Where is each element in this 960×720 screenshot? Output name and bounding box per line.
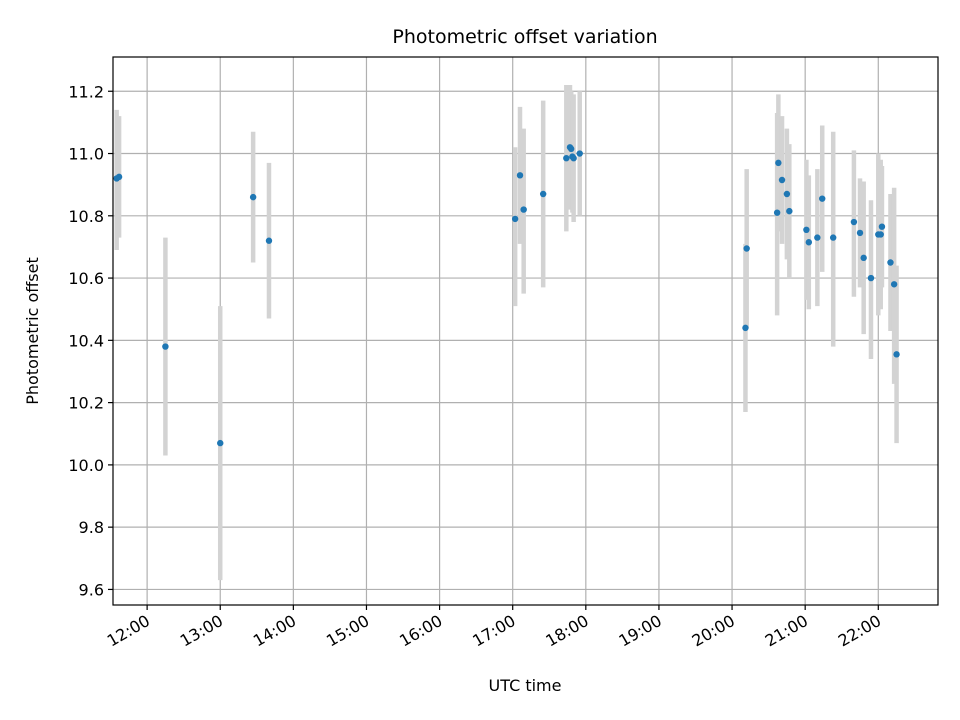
data-point <box>773 209 781 216</box>
chart-title: Photometric offset variation <box>392 26 657 48</box>
x-tick-label: 15:00 <box>323 611 372 651</box>
y-tick-label: 11.2 <box>68 82 104 101</box>
data-point <box>567 145 575 153</box>
y-tick-label: 10.0 <box>68 456 104 475</box>
data-point <box>856 229 864 237</box>
data-point <box>217 439 224 447</box>
data-point <box>516 172 524 179</box>
data-point <box>887 259 894 266</box>
y-tick-label: 10.6 <box>68 269 104 288</box>
data-point <box>893 351 900 358</box>
data-point <box>162 343 169 350</box>
x-axis-label: UTC time <box>489 676 562 695</box>
x-axis-ticks: 12:00 13:00 14:00 15:00 16:00 17:00 18:00 19:00… <box>104 605 884 651</box>
data-point <box>803 226 810 234</box>
y-axis-ticks: 9.6 9.8 10.0 10.2 10.4 10.6 10.8 11.0 11.2 <box>68 82 113 599</box>
data-point <box>814 234 821 241</box>
y-tick-label: 10.8 <box>68 207 104 226</box>
x-tick-label: 20:00 <box>689 611 738 651</box>
y-tick-label: 9.6 <box>79 580 104 599</box>
data-point <box>878 223 886 230</box>
y-tick-label: 10.4 <box>68 331 104 350</box>
x-tick-label: 22:00 <box>835 611 884 651</box>
data-point <box>539 190 547 198</box>
data-point <box>511 215 519 223</box>
data-point <box>867 274 875 282</box>
data-point <box>520 206 527 213</box>
data-point <box>743 245 750 252</box>
x-tick-label: 14:00 <box>250 611 299 651</box>
data-point <box>249 193 257 201</box>
data-points <box>113 144 900 447</box>
x-tick-label: 21:00 <box>762 611 811 651</box>
data-point <box>850 218 858 226</box>
data-point <box>890 281 898 288</box>
x-tick-label: 16:00 <box>396 611 445 651</box>
x-tick-label: 18:00 <box>542 611 591 651</box>
x-tick-label: 19:00 <box>616 611 665 651</box>
y-tick-label: 10.2 <box>68 394 104 413</box>
data-point <box>265 237 273 244</box>
data-point <box>570 154 577 162</box>
data-point <box>805 239 813 246</box>
data-point <box>829 234 837 241</box>
y-tick-label: 9.8 <box>79 518 104 537</box>
data-point <box>115 173 123 181</box>
data-point <box>576 150 583 157</box>
data-point <box>786 207 793 215</box>
data-point <box>778 176 786 184</box>
error-bars <box>114 85 899 581</box>
data-point <box>775 159 782 167</box>
data-point <box>563 154 570 162</box>
data-point <box>860 254 867 262</box>
data-point <box>783 190 791 198</box>
y-axis-label: Photometric offset <box>23 257 42 405</box>
y-tick-label: 11.0 <box>68 145 104 164</box>
data-point <box>877 231 884 238</box>
x-tick-label: 13:00 <box>177 611 226 651</box>
x-tick-label: 12:00 <box>104 611 153 651</box>
plot-frame <box>112 56 939 606</box>
x-tick-label: 17:00 <box>469 611 518 651</box>
data-point <box>742 324 749 332</box>
data-point <box>819 195 826 202</box>
